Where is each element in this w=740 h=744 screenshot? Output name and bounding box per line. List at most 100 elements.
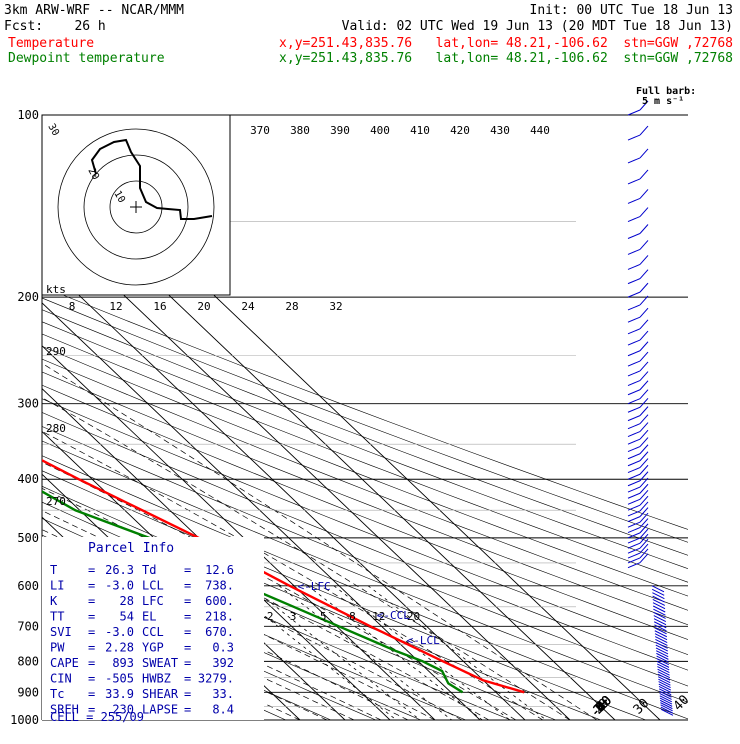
parcel-info-cell: 893: [112, 656, 134, 670]
wind-barb: [653, 608, 666, 616]
wind-barb: [639, 471, 649, 482]
pressure-tick-label: 700: [17, 619, 39, 633]
parcel-info-cell: =: [88, 672, 95, 686]
parcel-info-cell: K: [50, 594, 58, 608]
level-annotation-label: <-CCL: [377, 609, 410, 622]
wind-barb: [627, 504, 641, 511]
parcel-info-cell: 12.6: [205, 563, 234, 577]
wind-barb: [639, 330, 649, 341]
parcel-info-cell: 230: [112, 703, 134, 717]
parcel-info-cell: =: [88, 594, 95, 608]
wind-barb: [656, 652, 669, 660]
wind-barb: [627, 278, 641, 285]
parcel-info-cell: 600.: [205, 594, 234, 608]
isotherm-line: [42, 302, 481, 720]
parcel-info-cell: YGP: [142, 641, 164, 655]
parcel-info-background: [42, 537, 264, 720]
wind-barb: [654, 624, 667, 632]
parcel-info-cell: 2.28: [105, 641, 134, 655]
parcel-info-cell: HWBZ: [142, 672, 171, 686]
hodograph-ring: [57, 128, 215, 286]
parcel-info-cell: =: [184, 641, 191, 655]
header: 3km ARW-WRF -- NCAR/MMM Init: 00 UTC Tue…: [4, 3, 733, 66]
wind-barb: [627, 339, 641, 346]
parcel-info-cell: CCL: [142, 625, 164, 639]
wind-barb: [653, 615, 667, 623]
parcel-info-cell: =: [88, 656, 95, 670]
wind-barb: [639, 380, 649, 391]
wind-barb: [627, 431, 641, 438]
isotherm-line: [42, 387, 391, 720]
wind-barb: [627, 473, 641, 480]
mixing-ratio-label: 5: [320, 610, 327, 623]
wind-barb: [627, 453, 641, 460]
pressure-tick-label: 300: [17, 397, 39, 411]
wind-barb: [639, 148, 649, 159]
wind-barb: [654, 636, 668, 644]
parcel-info-cell: T: [50, 563, 57, 577]
wind-barb: [627, 197, 641, 204]
wind-barb: [627, 263, 641, 270]
theta-label: 390: [330, 124, 350, 137]
wind-barb: [627, 350, 641, 357]
wind-barb: [652, 605, 666, 613]
isotherm-line: [42, 345, 436, 720]
parcel-info-cell: =: [184, 656, 191, 670]
wind-barb: [639, 483, 649, 494]
pressure-tick-label: 200: [17, 290, 39, 304]
parcel-info-cell: =: [88, 579, 95, 593]
wind-barb: [627, 542, 641, 549]
wind-barb: [659, 697, 673, 705]
parcel-info-cell: Td: [142, 563, 156, 577]
wind-barb: [627, 415, 641, 422]
wind-barb: [639, 319, 649, 330]
wind-barb: [639, 495, 649, 506]
wind-barb: [627, 562, 641, 569]
parcel-info-cell: LFC: [142, 594, 164, 608]
parcel-info-cell: =: [88, 625, 95, 639]
wind-barb: [658, 688, 672, 696]
level-annotation-label: <-LCL: [407, 634, 440, 647]
wind-barb: [657, 676, 671, 684]
parcel-info-cell: =: [88, 687, 95, 701]
wind-barb: [627, 304, 641, 311]
wind-axis-label: 24: [241, 300, 255, 313]
pressure-tick-label: 1000: [10, 713, 39, 727]
wind-barb: [652, 602, 666, 610]
wind-barb: [639, 512, 649, 523]
wind-barb: [639, 269, 649, 279]
wind-barb: [627, 537, 641, 544]
wind-barb: [639, 351, 649, 362]
parcel-info-cell: 54: [120, 610, 134, 624]
wind-barb: [655, 644, 669, 652]
valid-time: Valid: 02 UTC Wed 19 Jun 13 (20 MDT Tue …: [342, 19, 733, 34]
wind-barb: [656, 658, 670, 666]
hodograph-ring-label: 10: [111, 189, 127, 205]
wind-barb: [660, 704, 673, 712]
parcel-info-cell: 3279.: [198, 672, 234, 686]
barb-legend-title: Full barb:: [636, 86, 696, 97]
wind-barb: [627, 486, 641, 493]
wind-barb: [627, 109, 641, 116]
parcel-info-panel: Parcel Info T = 26.3 Td = 12.6 LI = -3.0 LCL = 738.…: [42, 537, 264, 724]
pressure-tick-label: 600: [17, 579, 39, 593]
wind-barb: [627, 389, 641, 396]
wind-barb: [627, 510, 641, 517]
wind-barb: [627, 521, 641, 528]
parcel-info-cell: -3.0: [105, 579, 134, 593]
parcel-info-cell: 8.4: [212, 703, 234, 717]
wind-axis-label: 28: [285, 300, 298, 313]
wind-barb: [639, 341, 649, 352]
barb-legend: Full barb: 5 m s⁻¹: [636, 86, 696, 107]
wind-barb: [652, 592, 665, 600]
mixing-ratio-label: 8: [349, 610, 356, 623]
mixing-ratio-label: 12: [372, 610, 385, 623]
wind-barb: [639, 189, 649, 199]
wind-barb: [627, 248, 641, 255]
parcel-info-cell: TT: [50, 610, 64, 624]
theta-label: 380: [290, 124, 310, 137]
model-title: 3km ARW-WRF -- NCAR/MMM: [4, 3, 184, 18]
hodograph-speed-unit: kts: [46, 283, 66, 296]
wind-barb: [639, 533, 649, 544]
wind-barb: [639, 414, 649, 425]
